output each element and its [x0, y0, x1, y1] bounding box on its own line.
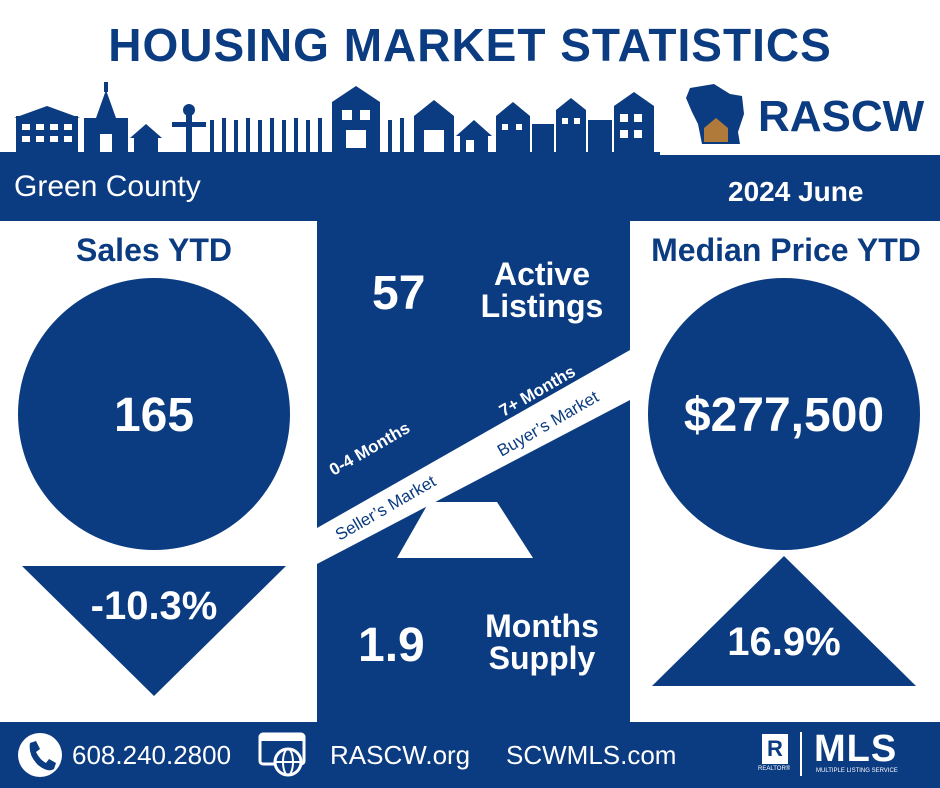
- rascw-website-link[interactable]: RASCW.org: [330, 740, 471, 770]
- sales-down-triangle: [22, 566, 286, 696]
- months-supply-label-line1: Months: [485, 608, 599, 644]
- mls-logo-subtext: MULTIPLE LISTING SERVICE: [816, 768, 898, 774]
- page-title: HOUSING MARKET STATISTICS: [108, 19, 832, 71]
- sales-change: -10.3%: [90, 584, 218, 628]
- market-scale-seesaw: [317, 350, 630, 564]
- active-listings-label-line2: Listings: [480, 288, 604, 324]
- median-price-change: 16.9%: [727, 620, 841, 664]
- website-globe-icon: [258, 732, 306, 777]
- median-price-circle: [648, 278, 920, 550]
- months-supply-label: Months Supply: [470, 610, 614, 674]
- median-price-heading: Median Price YTD: [651, 232, 921, 268]
- phone-icon: [18, 733, 62, 777]
- median-price-up-triangle: [652, 556, 916, 686]
- months-supply-value: 1.9: [358, 619, 425, 672]
- logo-divider: [800, 732, 802, 776]
- active-listings-label: Active Listings: [470, 258, 614, 322]
- median-price-value: $277,500: [683, 389, 885, 442]
- months-supply-label-line2: Supply: [488, 640, 596, 676]
- sales-heading: Sales YTD: [76, 232, 232, 268]
- active-listings-label-line1: Active: [493, 256, 591, 292]
- rascw-logo: RASCW: [680, 82, 930, 152]
- mls-logo-text: MLS: [814, 728, 898, 770]
- scwmls-website-link[interactable]: SCWMLS.com: [506, 740, 677, 770]
- phone-number[interactable]: 608.240.2800: [72, 740, 232, 770]
- county-name: Green County: [14, 170, 201, 203]
- active-listings-value: 57: [372, 267, 426, 320]
- brand-name: RASCW: [758, 92, 925, 141]
- wisconsin-house-icon: [686, 84, 744, 144]
- sales-circle: [18, 278, 290, 550]
- report-period: 2024 June: [728, 176, 864, 207]
- realtor-logo-text: REALTOR®: [758, 766, 791, 772]
- sales-value: 165: [113, 389, 195, 442]
- realtor-logo-icon: R: [762, 734, 788, 764]
- town-skyline-illustration: [0, 82, 660, 156]
